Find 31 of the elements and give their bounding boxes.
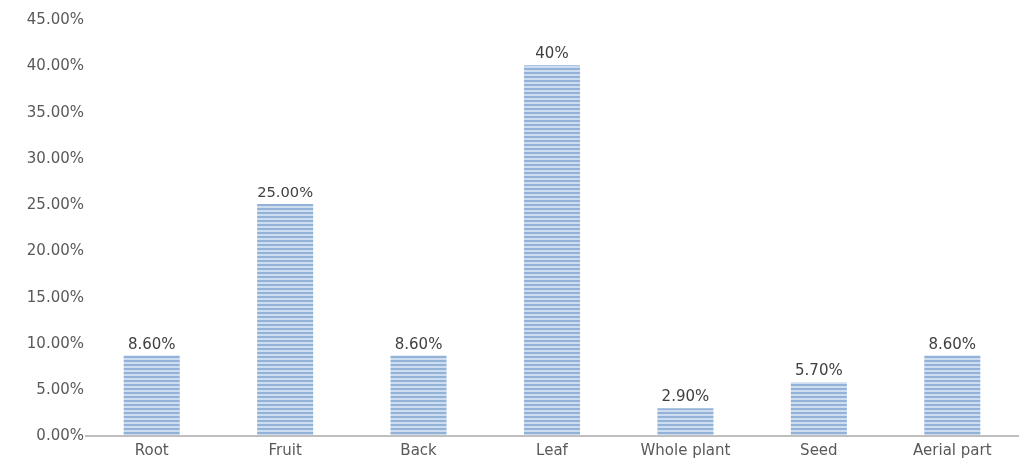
y-tick-label: 45.00% [26, 10, 84, 29]
y-tick-label: 5.00% [36, 380, 84, 399]
bar [123, 355, 180, 435]
x-tick-label: Root [134, 441, 169, 459]
x-tick-label: Leaf [536, 441, 569, 459]
x-tick-label: Back [400, 441, 438, 459]
y-tick-label: 0.00% [36, 426, 84, 445]
x-tick-label: Whole plant [640, 441, 731, 459]
data-label: 8.60% [928, 334, 977, 353]
x-tick-label: Fruit [268, 441, 302, 459]
bar [523, 65, 581, 435]
bar [657, 408, 714, 435]
data-label: 25.00% [257, 182, 314, 200]
data-label: 2.90% [661, 387, 710, 406]
y-tick-label: 10.00% [26, 333, 84, 352]
bar [790, 382, 847, 435]
x-tick-label: Aerial part [913, 441, 992, 459]
y-tick-label: 15.00% [26, 287, 84, 306]
data-label: 8.60% [127, 334, 176, 353]
bar [390, 355, 447, 435]
y-tick-label: 30.00% [26, 148, 84, 167]
y-tick-label: 25.00% [26, 195, 84, 214]
data-label: 8.60% [394, 334, 443, 353]
data-label: 40% [535, 44, 569, 63]
data-label: 5.70% [795, 361, 843, 380]
y-tick-label: 20.00% [26, 241, 84, 260]
bar [257, 203, 314, 435]
y-tick-label: 35.00% [26, 102, 84, 121]
y-tick-label: 40.00% [26, 56, 84, 75]
bar [924, 355, 981, 435]
x-tick-label: Seed [800, 441, 838, 459]
